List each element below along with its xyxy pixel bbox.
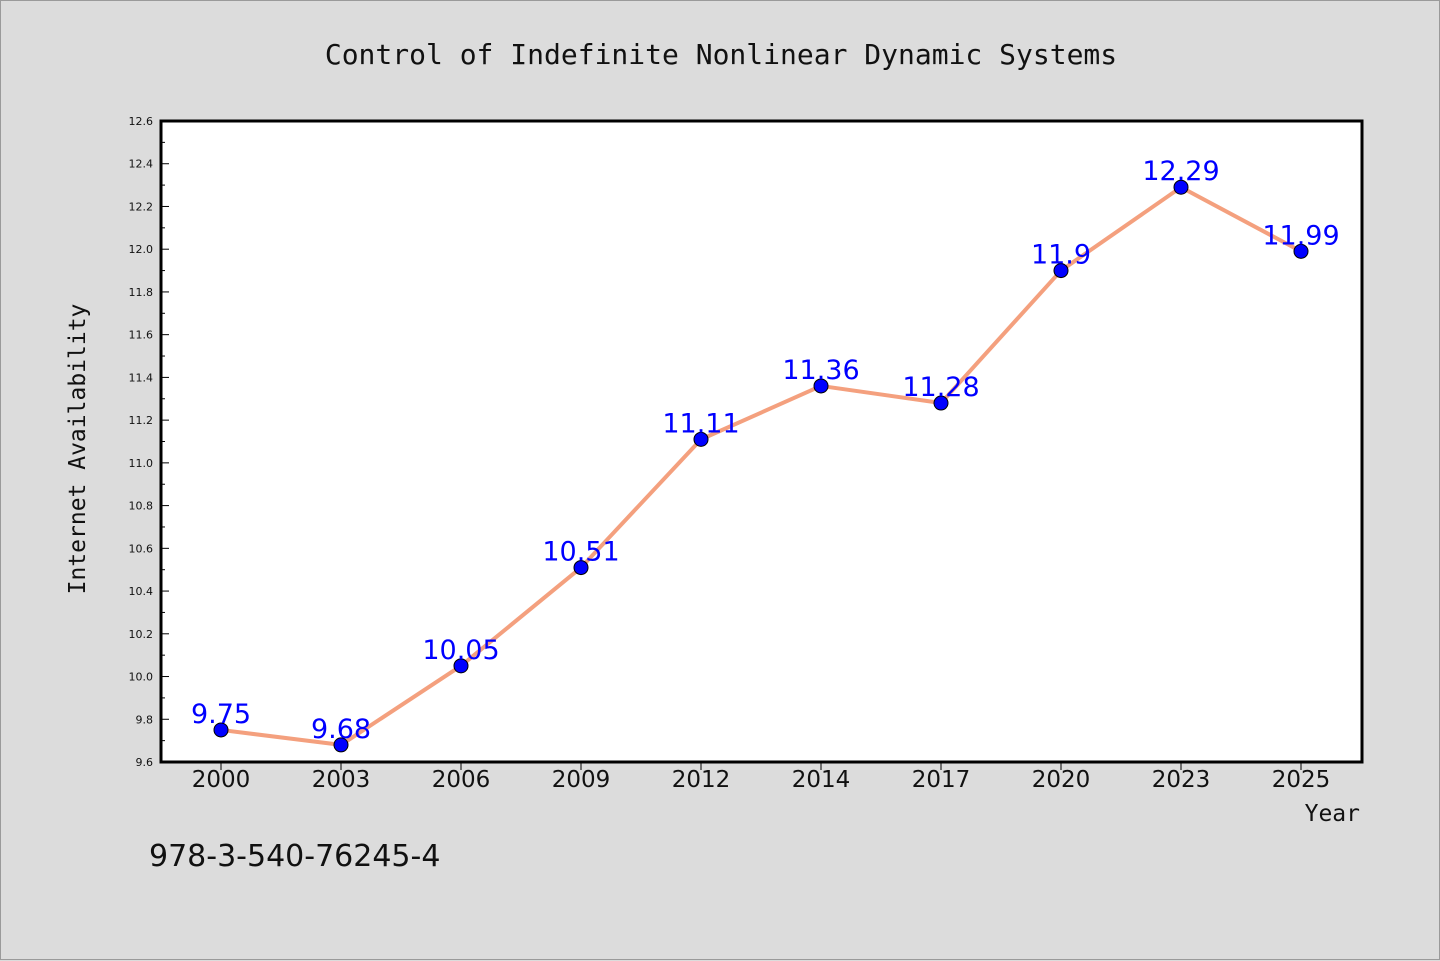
y-tick-label: 12.2 <box>129 200 154 213</box>
y-tick-label: 9.8 <box>136 713 154 726</box>
data-label: 11.99 <box>1262 220 1339 251</box>
data-label: 11.11 <box>662 408 739 439</box>
isbn-text: 978-3-540-76245-4 <box>149 839 440 874</box>
data-label: 10.51 <box>542 537 619 568</box>
x-tick-label: 2025 <box>1272 767 1331 793</box>
x-tick-label: 2014 <box>792 767 851 793</box>
y-tick-label: 12.6 <box>129 115 154 128</box>
y-tick-label: 11.8 <box>129 286 154 299</box>
data-point <box>1293 243 1309 259</box>
y-axis: 9.6 9.8 10.0 10.2 10.4 10.6 10.8 11.0 11.2 11.4 11… <box>129 115 169 769</box>
x-tick-label: 2009 <box>552 767 611 793</box>
series-line <box>220 185 1302 747</box>
data-point <box>213 722 229 738</box>
data-point <box>693 431 709 447</box>
data-label: 12.29 <box>1142 156 1219 187</box>
data-point <box>453 658 469 674</box>
data-point <box>1173 179 1189 195</box>
x-tick-label: 2023 <box>1152 767 1211 793</box>
x-axis-label: Year <box>1305 801 1360 827</box>
y-tick-label: 11.2 <box>129 414 154 427</box>
data-point <box>333 737 349 753</box>
data-point <box>813 378 829 394</box>
x-tick-label: 2012 <box>672 767 731 793</box>
data-point <box>573 560 589 576</box>
x-axis: 2000 2003 2006 2009 2012 2014 2017 2020 2023 2025 <box>192 762 1331 793</box>
x-tick-label: 2017 <box>912 767 971 793</box>
y-tick-label: 10.8 <box>129 500 154 513</box>
y-tick-label: 10.6 <box>129 542 154 555</box>
y-axis-label: Internet Availability <box>65 304 91 595</box>
y-tick-label: 11.0 <box>129 457 154 470</box>
data-label: 11.9 <box>1031 240 1091 271</box>
data-label: 11.28 <box>902 372 979 403</box>
y-tick-label: 11.4 <box>129 371 154 384</box>
data-point <box>1053 263 1069 279</box>
x-tick-label: 2020 <box>1032 767 1091 793</box>
y-tick-label: 12.0 <box>129 243 154 256</box>
x-tick-label: 2006 <box>432 767 491 793</box>
plot-area <box>159 119 1364 764</box>
x-tick-label: 2000 <box>192 767 251 793</box>
y-tick-label: 10.4 <box>129 585 154 598</box>
y-tick-label: 10.0 <box>129 671 154 684</box>
data-label: 10.05 <box>422 635 499 666</box>
y-tick-label: 9.6 <box>136 756 154 769</box>
data-label: 9.75 <box>191 699 251 730</box>
data-label: 11.36 <box>782 355 859 386</box>
y-tick-label: 11.6 <box>129 329 154 342</box>
data-point <box>933 395 949 411</box>
y-tick-label: 10.2 <box>129 628 154 641</box>
data-label: 9.68 <box>311 714 371 745</box>
y-tick-label: 12.4 <box>129 158 154 171</box>
chart-title: Control of Indefinite Nonlinear Dynamic … <box>325 38 1117 71</box>
series-layer: 9.75 9.68 10.05 10.51 11.11 11.36 11.28 11.9 12.… <box>191 156 1340 753</box>
x-tick-label: 2003 <box>312 767 371 793</box>
